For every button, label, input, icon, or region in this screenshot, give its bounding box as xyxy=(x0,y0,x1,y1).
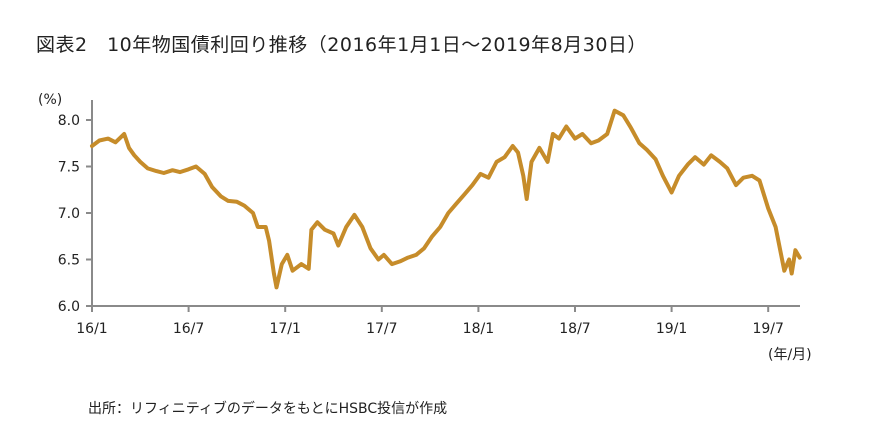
x-tick-label: 19/7 xyxy=(752,321,783,337)
x-tick-label: 16/7 xyxy=(173,321,204,337)
x-tick-label: 18/1 xyxy=(463,321,494,337)
y-tick-label: 7.0 xyxy=(58,206,80,222)
chart-title: 図表2 10年物国債利回り推移（2016年1月1日～2019年8月30日） xyxy=(36,34,647,56)
y-tick-label: 7.5 xyxy=(58,160,80,176)
x-tick-label: 16/1 xyxy=(76,321,107,337)
x-tick-label: 19/1 xyxy=(656,321,687,337)
y-tick-label: 8.0 xyxy=(58,113,80,129)
yield-series-line xyxy=(90,108,802,290)
source-note: 出所：リフィニティブのデータをもとにHSBC投信が作成 xyxy=(88,401,448,417)
x-tick-label: 17/7 xyxy=(366,321,397,337)
x-tick-label: 17/1 xyxy=(269,321,300,337)
y-axis-unit-label: (%) xyxy=(38,92,62,108)
x-tick-label: 18/7 xyxy=(559,321,590,337)
y-tick-label: 6.5 xyxy=(58,253,80,269)
y-tick-label: 6.0 xyxy=(58,299,80,315)
x-axis-unit-label: (年/月) xyxy=(768,347,812,363)
